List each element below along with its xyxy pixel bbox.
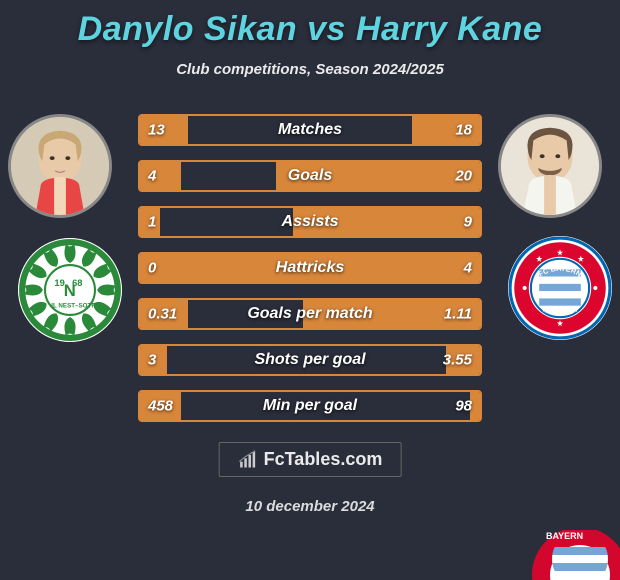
stat-right-value: 98: [455, 398, 472, 415]
stat-right-value: 9: [464, 214, 472, 231]
stat-left-value: 13: [148, 122, 165, 139]
player-right-club-badge: FC BAYERN MÜNCHEN: [508, 236, 612, 340]
stat-label: Hattricks: [276, 259, 344, 277]
stat-left-value: 3: [148, 352, 156, 369]
stat-row: 1 Assists 9: [138, 206, 482, 238]
svg-text:N: N: [64, 281, 76, 300]
chart-icon: [238, 450, 258, 470]
stat-fill-left: [140, 162, 181, 190]
player-left-club-badge: 19 68 N IL NEST–SOTRA: [18, 238, 122, 342]
stat-label: Assists: [282, 213, 339, 231]
stat-right-value: 18: [455, 122, 472, 139]
branding-badge: FcTables.com: [219, 442, 402, 477]
comparison-subtitle: Club competitions, Season 2024/2025: [0, 61, 620, 78]
player-left-avatar: [8, 114, 112, 218]
branding-text: FcTables.com: [264, 449, 383, 470]
stat-row: 0 Hattricks 4: [138, 252, 482, 284]
comparison-title: Danylo Sikan vs Harry Kane: [0, 0, 620, 49]
stat-right-value: 20: [455, 168, 472, 185]
player-right-avatar: [498, 114, 602, 218]
comparison-date: 10 december 2024: [245, 498, 374, 515]
svg-text:BAYERN: BAYERN: [546, 531, 583, 541]
stat-label: Shots per goal: [254, 351, 365, 369]
stat-right-value: 1.11: [444, 306, 472, 323]
stat-left-value: 1: [148, 214, 156, 231]
corner-club-badge: BAYERN: [490, 530, 620, 580]
stat-label: Min per goal: [263, 397, 357, 415]
stat-left-value: 4: [148, 168, 156, 185]
stat-label: Matches: [278, 121, 342, 139]
stat-left-value: 0: [148, 260, 156, 277]
comparison-content: 19 68 N IL NEST–SOTRA FC BAYERN: [0, 108, 620, 448]
stat-label: Goals: [288, 167, 332, 185]
stat-right-value: 3.55: [443, 352, 472, 369]
stat-row: 4 Goals 20: [138, 160, 482, 192]
stat-left-value: 458: [148, 398, 173, 415]
stat-bars: 13 Matches 18 4 Goals 20 1 Assists 9 0 H…: [138, 114, 482, 436]
stat-row: 13 Matches 18: [138, 114, 482, 146]
stat-right-value: 4: [464, 260, 472, 277]
stat-row: 3 Shots per goal 3.55: [138, 344, 482, 376]
stat-label: Goals per match: [247, 305, 372, 323]
svg-text:IL NEST–SOTRA: IL NEST–SOTRA: [51, 303, 101, 310]
stat-row: 0.31 Goals per match 1.11: [138, 298, 482, 330]
stat-row: 458 Min per goal 98: [138, 390, 482, 422]
stat-left-value: 0.31: [148, 306, 177, 323]
